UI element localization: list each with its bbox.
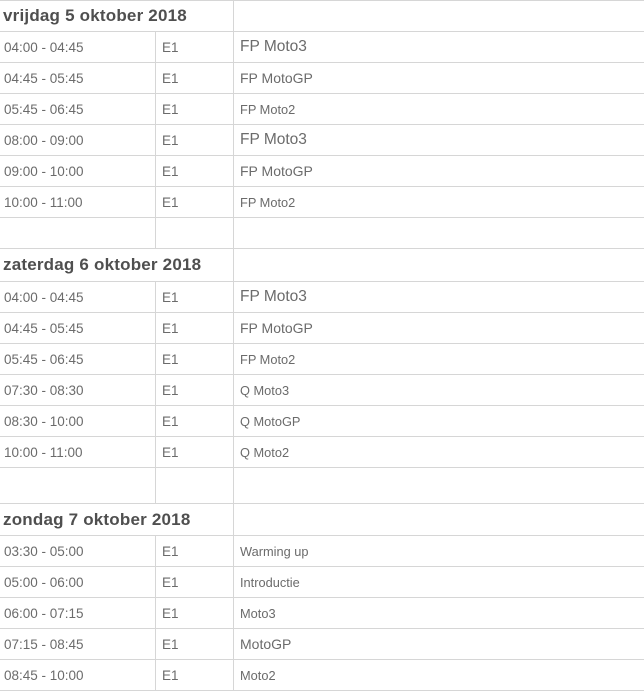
time-cell: 05:00 - 06:00	[4, 574, 84, 590]
channel-cell: E1	[155, 375, 233, 405]
time-cell: 10:00 - 11:00	[4, 194, 83, 210]
schedule-row: 03:30 - 05:00 E1 Warming up	[0, 536, 644, 567]
event-cell: Moto2	[233, 660, 644, 690]
channel-cell: E1	[155, 32, 233, 62]
event-cell: Warming up	[233, 536, 644, 566]
day-title: zondag 7 oktober 2018	[3, 509, 191, 529]
time-cell: 04:45 - 05:45	[4, 320, 84, 336]
schedule-row: 05:45 - 06:45 E1 FP Moto2	[0, 344, 644, 375]
day-header-row: vrijdag 5 oktober 2018	[0, 1, 644, 32]
event-cell: MotoGP	[233, 629, 644, 659]
time-cell: 04:00 - 04:45	[4, 289, 84, 305]
schedule-row: 05:45 - 06:45 E1 FP Moto2	[0, 94, 644, 125]
schedule-row: 05:00 - 06:00 E1 Introductie	[0, 567, 644, 598]
empty-cell	[0, 218, 155, 248]
schedule-row: 08:30 - 10:00 E1 Q MotoGP	[0, 406, 644, 437]
empty-cell	[155, 218, 233, 248]
channel-cell: E1	[155, 660, 233, 690]
time-cell: 07:15 - 08:45	[4, 636, 84, 652]
schedule-row: 06:00 - 07:15 E1 Moto3	[0, 598, 644, 629]
event-cell: FP Moto2	[233, 344, 644, 374]
channel-cell: E1	[155, 406, 233, 436]
time-cell: 06:00 - 07:15	[4, 605, 84, 621]
time-cell: 04:00 - 04:45	[4, 39, 84, 55]
channel-cell: E1	[155, 437, 233, 467]
time-cell: 08:30 - 10:00	[4, 413, 84, 429]
time-cell: 09:00 - 10:00	[4, 163, 84, 179]
empty-row	[0, 218, 644, 249]
empty-cell	[233, 218, 644, 248]
day-header-row: zaterdag 6 oktober 2018	[0, 249, 644, 282]
schedule-row: 09:00 - 10:00 E1 FP MotoGP	[0, 156, 644, 187]
event-cell: FP Moto2	[233, 187, 644, 217]
schedule-row: 04:00 - 04:45 E1 FP Moto3	[0, 32, 644, 63]
schedule-row: 10:00 - 11:00 E1 Q Moto2	[0, 437, 644, 468]
empty-cell	[155, 468, 233, 503]
day-header-empty-cell	[233, 249, 644, 281]
event-cell: Introductie	[233, 567, 644, 597]
event-cell: FP MotoGP	[233, 63, 644, 93]
day-title: vrijdag 5 oktober 2018	[3, 6, 187, 25]
event-cell: FP Moto3	[233, 125, 644, 155]
channel-cell: E1	[155, 94, 233, 124]
time-cell: 08:00 - 09:00	[4, 132, 84, 148]
channel-cell: E1	[155, 125, 233, 155]
event-cell: Q Moto3	[233, 375, 644, 405]
event-cell: Q MotoGP	[233, 406, 644, 436]
channel-cell: E1	[155, 187, 233, 217]
channel-cell: E1	[155, 282, 233, 312]
schedule-row: 08:45 - 10:00 E1 Moto2	[0, 660, 644, 691]
time-cell: 05:45 - 06:45	[4, 101, 84, 117]
channel-cell: E1	[155, 344, 233, 374]
event-cell: FP Moto3	[233, 32, 644, 62]
empty-cell	[233, 468, 644, 503]
channel-cell: E1	[155, 536, 233, 566]
schedule-row: 07:30 - 08:30 E1 Q Moto3	[0, 375, 644, 406]
schedule-row: 08:00 - 09:00 E1 FP Moto3	[0, 125, 644, 156]
schedule-row: 07:15 - 08:45 E1 MotoGP	[0, 629, 644, 660]
event-cell: Q Moto2	[233, 437, 644, 467]
event-cell: FP MotoGP	[233, 313, 644, 343]
event-cell: Moto3	[233, 598, 644, 628]
schedule-row: 04:45 - 05:45 E1 FP MotoGP	[0, 63, 644, 94]
schedule-row: 04:45 - 05:45 E1 FP MotoGP	[0, 313, 644, 344]
time-cell: 04:45 - 05:45	[4, 70, 84, 86]
empty-row	[0, 468, 644, 504]
channel-cell: E1	[155, 313, 233, 343]
day-header-row: zondag 7 oktober 2018	[0, 504, 644, 536]
event-cell: FP Moto2	[233, 94, 644, 124]
day-header-empty-cell	[233, 504, 644, 535]
time-cell: 03:30 - 05:00	[4, 543, 84, 559]
time-cell: 08:45 - 10:00	[4, 667, 84, 683]
empty-cell	[0, 468, 155, 503]
channel-cell: E1	[155, 63, 233, 93]
channel-cell: E1	[155, 567, 233, 597]
event-cell: FP Moto3	[233, 282, 644, 312]
channel-cell: E1	[155, 629, 233, 659]
channel-cell: E1	[155, 156, 233, 186]
schedule-row: 10:00 - 11:00 E1 FP Moto2	[0, 187, 644, 218]
day-title: zaterdag 6 oktober 2018	[3, 255, 202, 274]
time-cell: 07:30 - 08:30	[4, 382, 84, 398]
time-cell: 10:00 - 11:00	[4, 444, 83, 460]
schedule-row: 04:00 - 04:45 E1 FP Moto3	[0, 282, 644, 313]
time-cell: 05:45 - 06:45	[4, 351, 84, 367]
day-header-empty-cell	[233, 1, 644, 31]
channel-cell: E1	[155, 598, 233, 628]
event-cell: FP MotoGP	[233, 156, 644, 186]
